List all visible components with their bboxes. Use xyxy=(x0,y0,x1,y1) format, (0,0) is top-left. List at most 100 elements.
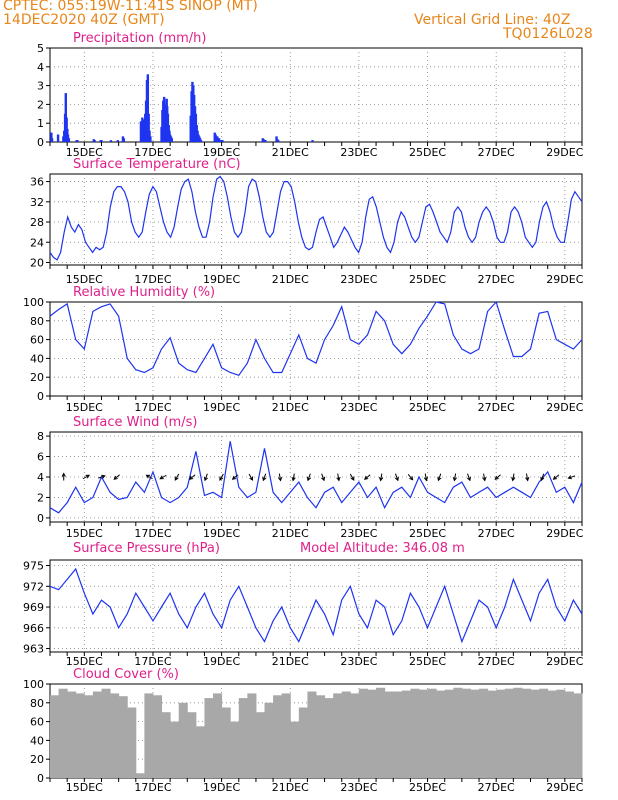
cloud-area-segment xyxy=(247,693,257,778)
wind-xtick-label: 23DEC xyxy=(340,527,377,540)
wind-arrow-head xyxy=(277,476,283,482)
wind-arrow xyxy=(306,473,311,482)
wind-xtick-label: 29DEC xyxy=(546,527,583,540)
temperature-xtick-label: 23DEC xyxy=(340,273,377,286)
cloud-area-segment xyxy=(418,689,429,778)
temperature-series-line xyxy=(49,175,583,261)
cloud-ytick-label: 20 xyxy=(30,753,44,766)
cloud-xtick-label: 23DEC xyxy=(340,781,377,794)
temperature-xtick-label: 17DEC xyxy=(134,273,171,286)
temperature-title: Surface Temperature (nC) xyxy=(73,157,241,172)
cloud-xtick-label: 15DEC xyxy=(66,781,103,794)
cloud-area-segment xyxy=(401,690,411,778)
wind-arrow xyxy=(82,474,90,480)
wind-xtick-label: 21DEC xyxy=(272,527,309,540)
wind-arrow-shaft xyxy=(204,473,208,481)
cloud-area-segment xyxy=(101,688,111,778)
cloud-area-segment xyxy=(436,690,446,778)
wind-arrow-shaft xyxy=(278,473,282,481)
precipitation-xtick-label: 27DEC xyxy=(478,146,515,159)
wind-arrow-head xyxy=(364,475,369,480)
wind-ytick-label: 2 xyxy=(37,491,44,504)
cloud-xtick-label: 19DEC xyxy=(203,781,240,794)
humidity-xtick-label: 15DEC xyxy=(66,401,103,414)
cloud-area-segment xyxy=(58,688,68,778)
precipitation-bar xyxy=(50,132,53,142)
wind-arrow xyxy=(61,472,66,481)
wind-arrow-head xyxy=(262,476,267,482)
wind-arrow-head xyxy=(101,474,106,479)
precipitation-bar xyxy=(109,140,113,142)
humidity-xtick-label: 19DEC xyxy=(203,401,240,414)
pressure-xtick-label: 25DEC xyxy=(409,655,446,668)
wind-arrow-shaft xyxy=(494,474,501,480)
temperature-ytick-label: 20 xyxy=(30,256,44,269)
wind-arrow xyxy=(231,474,239,480)
wind-xtick-label: 25DEC xyxy=(409,527,446,540)
wind-arrow-shaft xyxy=(437,473,442,481)
wind-arrow xyxy=(552,474,560,480)
precipitation-ytick-label: 2 xyxy=(37,98,44,111)
pressure-xtick-label: 23DEC xyxy=(340,655,377,668)
wind-arrow-head xyxy=(336,476,341,482)
cloud-area-segment xyxy=(564,691,574,778)
temperature-ytick-label: 36 xyxy=(30,176,44,189)
cloud-area-segment xyxy=(461,688,471,778)
precipitation-bar xyxy=(66,134,70,142)
wind-arrow-shaft xyxy=(568,475,576,479)
precipitation-bar xyxy=(116,140,119,142)
precipitation-ytick-label: 1 xyxy=(37,117,44,130)
cloud-area-segment xyxy=(110,693,120,778)
cloud-area-segment xyxy=(135,773,145,778)
wind-arrow-head xyxy=(85,474,90,479)
wind-arrow xyxy=(466,473,471,482)
wind-arrow-head xyxy=(203,476,208,482)
pressure-title: Surface Pressure (hPa) xyxy=(73,541,220,556)
wind-arrow xyxy=(159,474,167,480)
wind-arrow-shaft xyxy=(321,473,325,481)
wind-arrow xyxy=(494,474,501,480)
wind-arrow-shaft xyxy=(174,473,180,481)
temperature-xtick-label: 29DEC xyxy=(546,273,583,286)
wind-arrow xyxy=(511,473,516,482)
pressure-xtick-label: 17DEC xyxy=(134,655,171,668)
wind-arrow xyxy=(567,475,576,480)
cloud-area-segment xyxy=(393,691,403,778)
wind-arrow-shaft xyxy=(349,473,355,481)
cloud-area-segment xyxy=(427,688,437,778)
humidity-frame xyxy=(49,301,583,397)
pressure-xtick-label: 15DEC xyxy=(66,655,103,668)
cloud-area-segment xyxy=(144,693,154,778)
precipitation-bar xyxy=(170,138,174,142)
cloud-area-segment xyxy=(127,707,137,778)
wind-arrow-head xyxy=(350,476,355,481)
humidity-xtick-label: 29DEC xyxy=(546,401,583,414)
pressure-series-line xyxy=(49,567,583,644)
pressure-xtick-label: 27DEC xyxy=(478,655,515,668)
cloud-ytick-label: 100 xyxy=(23,678,44,691)
wind-arrow xyxy=(145,474,153,480)
wind-arrow xyxy=(423,473,429,482)
wind-arrow-head xyxy=(466,476,471,482)
precipitation-xtick-label: 29DEC xyxy=(546,146,583,159)
wind-arrow xyxy=(525,473,530,482)
cloud-xtick-label: 17DEC xyxy=(134,781,171,794)
cloud-area-segment xyxy=(264,702,274,778)
precipitation-xtick-label: 21DEC xyxy=(272,146,309,159)
grid-note: Vertical Grid Line: 40Z xyxy=(414,12,571,28)
cloud-area-segment xyxy=(178,702,188,778)
wind-arrow xyxy=(540,473,545,482)
pressure-ytick-label: 972 xyxy=(23,580,44,593)
wind-arrow-head xyxy=(231,475,237,480)
humidity-xtick-label: 21DEC xyxy=(272,401,309,414)
cloud-area-segment xyxy=(84,695,94,778)
pressure-ytick-label: 963 xyxy=(23,643,44,656)
wind-arrow-shaft xyxy=(453,473,457,481)
wind-arrow-shaft xyxy=(232,474,239,480)
wind-arrow-head xyxy=(540,476,545,482)
wind-arrow-shaft xyxy=(307,473,311,481)
wind-arrow-head xyxy=(494,475,499,480)
humidity-title: Relative Humidity (%) xyxy=(73,285,215,300)
precipitation-bar xyxy=(93,140,96,142)
wind-arrow-head xyxy=(113,475,118,480)
